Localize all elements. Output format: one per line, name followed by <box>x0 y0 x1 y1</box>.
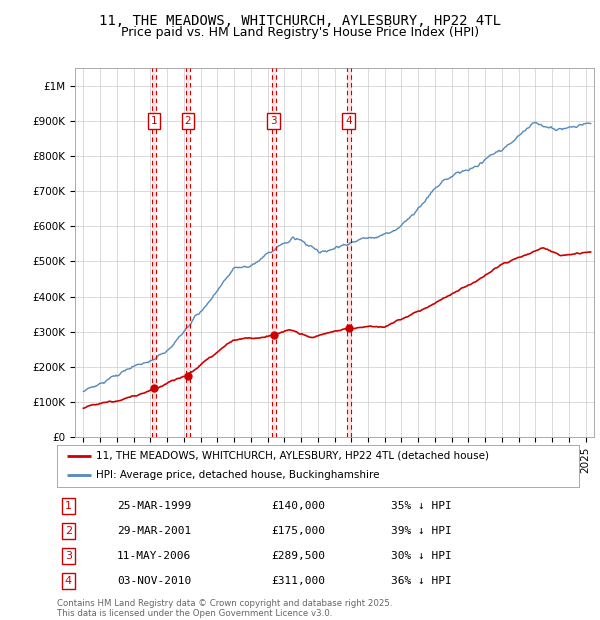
Text: This data is licensed under the Open Government Licence v3.0.: This data is licensed under the Open Gov… <box>57 609 332 618</box>
Text: HPI: Average price, detached house, Buckinghamshire: HPI: Average price, detached house, Buck… <box>96 471 380 480</box>
Text: £289,500: £289,500 <box>271 551 325 561</box>
Text: 11, THE MEADOWS, WHITCHURCH, AYLESBURY, HP22 4TL: 11, THE MEADOWS, WHITCHURCH, AYLESBURY, … <box>99 14 501 28</box>
Text: 3: 3 <box>65 551 72 561</box>
Bar <box>347 68 350 437</box>
Text: 1: 1 <box>65 501 72 511</box>
Bar <box>152 68 156 437</box>
Text: 35% ↓ HPI: 35% ↓ HPI <box>391 501 452 511</box>
Text: 30% ↓ HPI: 30% ↓ HPI <box>391 551 452 561</box>
Text: 11-MAY-2006: 11-MAY-2006 <box>117 551 191 561</box>
Text: 3: 3 <box>270 116 277 126</box>
Text: 25-MAR-1999: 25-MAR-1999 <box>117 501 191 511</box>
Bar <box>272 68 275 437</box>
Text: 4: 4 <box>65 576 72 586</box>
Text: 4: 4 <box>345 116 352 126</box>
Text: £311,000: £311,000 <box>271 576 325 586</box>
Text: Contains HM Land Registry data © Crown copyright and database right 2025.: Contains HM Land Registry data © Crown c… <box>57 599 392 608</box>
Text: 11, THE MEADOWS, WHITCHURCH, AYLESBURY, HP22 4TL (detached house): 11, THE MEADOWS, WHITCHURCH, AYLESBURY, … <box>96 451 489 461</box>
Text: 2: 2 <box>65 526 72 536</box>
Text: £175,000: £175,000 <box>271 526 325 536</box>
Text: 1: 1 <box>151 116 158 126</box>
Text: Price paid vs. HM Land Registry's House Price Index (HPI): Price paid vs. HM Land Registry's House … <box>121 26 479 39</box>
Text: 39% ↓ HPI: 39% ↓ HPI <box>391 526 452 536</box>
Text: £140,000: £140,000 <box>271 501 325 511</box>
Bar <box>186 68 190 437</box>
Text: 03-NOV-2010: 03-NOV-2010 <box>117 576 191 586</box>
Text: 36% ↓ HPI: 36% ↓ HPI <box>391 576 452 586</box>
Text: 2: 2 <box>185 116 191 126</box>
Text: 29-MAR-2001: 29-MAR-2001 <box>117 526 191 536</box>
